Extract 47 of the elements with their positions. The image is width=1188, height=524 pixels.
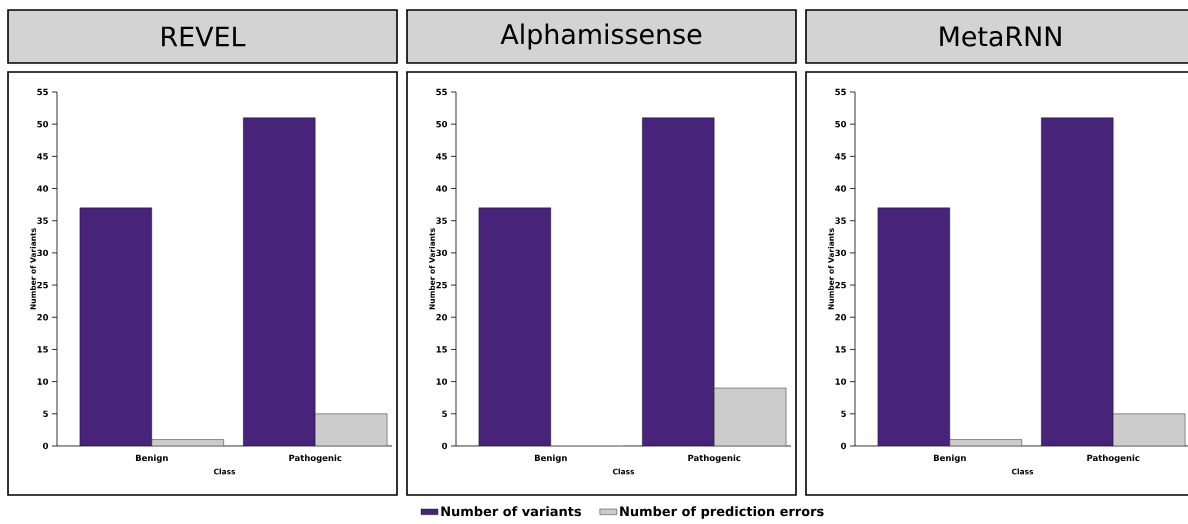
- y-tick-label: 15: [37, 346, 48, 353]
- y-tick-label: 35: [835, 217, 846, 224]
- y-tick-label: 20: [37, 314, 49, 321]
- y-tick-label: 0: [841, 442, 847, 450]
- y-tick-label: 50: [835, 120, 847, 128]
- chart-title: MetaRNN: [940, 26, 1061, 47]
- y-tick-label: 20: [436, 314, 448, 321]
- y-tick-label: 5: [442, 410, 447, 417]
- x-tick-label: Benign: [534, 454, 567, 463]
- legend-label: Number of prediction errors: [620, 506, 824, 519]
- y-tick-label: 55: [835, 88, 846, 96]
- y-tick-label: 5: [43, 410, 48, 417]
- y-tick-label: 15: [436, 346, 447, 353]
- chart-title: REVEL: [162, 26, 246, 47]
- y-tick-label: 30: [37, 249, 49, 257]
- y-tick-label: 20: [835, 314, 847, 321]
- y-tick-label: 45: [436, 153, 447, 160]
- y-tick-label: 15: [835, 346, 846, 353]
- x-tick-label: Pathogenic: [289, 454, 342, 463]
- x-tick-label: Benign: [135, 454, 168, 463]
- y-tick-label: 25: [436, 281, 447, 289]
- x-tick-label: Pathogenic: [688, 454, 741, 463]
- y-tick-label: 45: [835, 153, 846, 160]
- y-tick-label: 50: [37, 120, 49, 128]
- y-tick-label: 10: [37, 378, 49, 385]
- y-tick-label: 50: [436, 120, 448, 128]
- y-tick-label: 30: [436, 249, 448, 257]
- y-tick-label: 10: [835, 378, 847, 385]
- y-tick-label: 25: [37, 281, 48, 289]
- y-tick-label: 25: [835, 281, 846, 289]
- y-tick-label: 0: [43, 442, 49, 450]
- y-tick-label: 55: [436, 88, 447, 96]
- y-tick-label: 45: [37, 153, 48, 160]
- y-tick-label: 5: [841, 410, 846, 417]
- x-tick-label: Benign: [933, 454, 966, 463]
- y-tick-label: 0: [442, 442, 448, 450]
- y-tick-label: 40: [835, 185, 847, 192]
- x-tick-label: Pathogenic: [1087, 454, 1140, 463]
- y-tick-label: 40: [37, 185, 49, 192]
- y-tick-label: 35: [436, 217, 447, 224]
- y-tick-label: 10: [436, 378, 448, 385]
- y-tick-label: 40: [436, 185, 448, 192]
- y-tick-label: 55: [37, 88, 48, 96]
- legend-label: Number of variants: [441, 506, 582, 517]
- y-tick-label: 30: [835, 249, 847, 257]
- chart-title: Alphamissense: [500, 23, 702, 50]
- y-tick-label: 35: [37, 217, 48, 224]
